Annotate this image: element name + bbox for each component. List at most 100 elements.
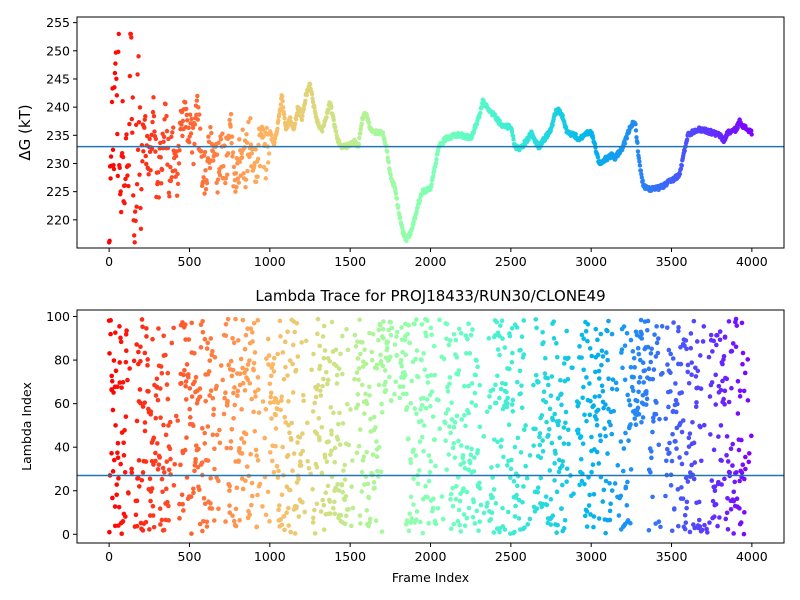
lambda-point bbox=[596, 368, 602, 374]
lambda-point bbox=[210, 432, 216, 438]
lambda-point bbox=[317, 437, 322, 443]
delta-g-point bbox=[175, 181, 181, 187]
lambda-point bbox=[618, 439, 624, 444]
lambda-point bbox=[340, 489, 346, 495]
lambda-point bbox=[556, 457, 562, 463]
lambda-point bbox=[542, 355, 548, 361]
lambda-point bbox=[588, 398, 593, 404]
delta-g-point bbox=[119, 150, 125, 156]
lambda-point bbox=[575, 427, 581, 433]
lambda-point bbox=[111, 390, 116, 395]
lambda-point bbox=[533, 426, 538, 432]
lambda-point bbox=[722, 476, 727, 482]
delta-g-point bbox=[164, 113, 169, 119]
lambda-point bbox=[301, 398, 306, 404]
lambda-point bbox=[660, 370, 665, 376]
lambda-point bbox=[123, 514, 128, 519]
delta-g-x-ticks: 0 500 1000 1500 2000 2500 3000 3500 4000 bbox=[105, 248, 768, 269]
lambda-point bbox=[113, 423, 118, 428]
lambda-point bbox=[711, 447, 717, 453]
lambda-point bbox=[295, 440, 300, 445]
lambda-point bbox=[117, 380, 123, 385]
delta-g-x-tick-label: 0 bbox=[105, 254, 113, 269]
lambda-point bbox=[668, 351, 674, 357]
lambda-point bbox=[200, 318, 205, 324]
delta-g-point bbox=[133, 122, 139, 128]
lambda-point bbox=[378, 352, 383, 358]
lambda-point bbox=[725, 495, 730, 501]
delta-g-point bbox=[497, 118, 502, 123]
lambda-point bbox=[455, 518, 461, 524]
lambda-point bbox=[342, 477, 348, 482]
lambda-point bbox=[449, 400, 454, 406]
lambda-point bbox=[502, 345, 508, 350]
lambda-point bbox=[626, 438, 631, 443]
lambda-point bbox=[669, 528, 675, 534]
lambda-point bbox=[650, 429, 655, 435]
lambda-point bbox=[561, 425, 567, 430]
lambda-point bbox=[521, 318, 527, 323]
lambda-point bbox=[280, 444, 285, 450]
delta-g-point bbox=[135, 147, 141, 152]
lambda-point bbox=[364, 401, 370, 407]
delta-g-point bbox=[168, 164, 173, 170]
lambda-point bbox=[427, 469, 433, 475]
lambda-point bbox=[724, 376, 730, 382]
lambda-point bbox=[668, 483, 674, 488]
lambda-point bbox=[621, 324, 627, 329]
lambda-point bbox=[367, 330, 372, 336]
lambda-point bbox=[642, 368, 648, 373]
delta-g-point bbox=[120, 154, 126, 160]
lambda-point bbox=[575, 431, 581, 436]
lambda-point bbox=[600, 499, 606, 504]
lambda-point bbox=[288, 437, 294, 442]
delta-g-point bbox=[153, 149, 158, 154]
lambda-point bbox=[107, 529, 112, 535]
lambda-point bbox=[119, 385, 124, 390]
lambda-point bbox=[640, 415, 646, 420]
lambda-point bbox=[153, 458, 158, 464]
lambda-point bbox=[425, 318, 430, 323]
lambda-point bbox=[559, 402, 564, 408]
delta-g-point bbox=[357, 135, 362, 141]
lambda-point bbox=[487, 405, 493, 410]
lambda-point bbox=[249, 396, 254, 402]
lambda-point bbox=[415, 481, 421, 486]
lambda-point bbox=[650, 376, 656, 382]
lambda-point bbox=[173, 413, 179, 419]
lambda-point bbox=[685, 479, 691, 484]
lambda-point bbox=[616, 513, 622, 518]
lambda-point bbox=[206, 369, 212, 374]
delta-g-point bbox=[227, 117, 232, 123]
delta-g-point bbox=[301, 106, 307, 112]
delta-g-point bbox=[180, 118, 186, 124]
lambda-point bbox=[310, 409, 316, 414]
lambda-point bbox=[285, 373, 290, 378]
lambda-point bbox=[338, 351, 343, 357]
lambda-point bbox=[511, 478, 517, 484]
lambda-point bbox=[244, 367, 249, 372]
lambda-point bbox=[230, 367, 236, 373]
lambda-point bbox=[211, 518, 217, 523]
lambda-point bbox=[742, 370, 748, 376]
lambda-point bbox=[585, 321, 591, 327]
lambda-point bbox=[640, 360, 646, 366]
lambda-point bbox=[416, 468, 422, 473]
delta-g-x-tick-label: 3000 bbox=[575, 254, 607, 269]
lambda-point bbox=[348, 407, 353, 412]
delta-g-point bbox=[253, 179, 259, 185]
lambda-point bbox=[505, 395, 510, 401]
lambda-point bbox=[648, 359, 654, 365]
lambda-point bbox=[678, 361, 684, 367]
lambda-point bbox=[657, 416, 662, 422]
lambda-point bbox=[356, 377, 361, 383]
lambda-point bbox=[408, 520, 414, 525]
lambda-y-axis-label: Lambda Index bbox=[19, 382, 34, 471]
lambda-point bbox=[269, 416, 274, 421]
lambda-point bbox=[352, 332, 358, 338]
delta-g-point bbox=[266, 151, 272, 156]
lambda-point bbox=[264, 356, 269, 361]
lambda-point bbox=[325, 381, 330, 387]
lambda-point bbox=[679, 461, 685, 467]
delta-g-point bbox=[218, 137, 224, 142]
